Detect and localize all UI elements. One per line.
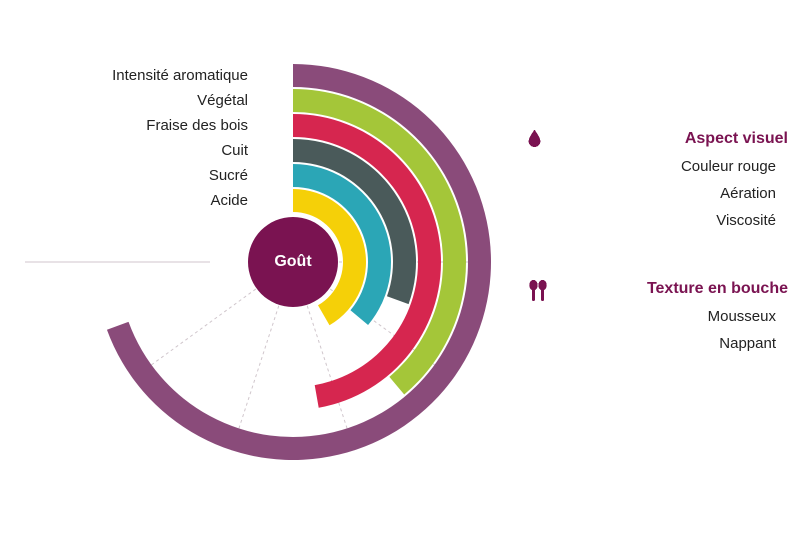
aspect-rows-row-0: Couleur rouge [528, 158, 788, 175]
texture-title: Texture en bouche [528, 280, 788, 298]
texture-rows-row-1: Nappant [528, 335, 788, 352]
aspect-title: Aspect visuel [528, 130, 788, 148]
arc-label-4: Sucré [209, 167, 248, 184]
texture-rows: Mousseux Nappant [528, 308, 788, 352]
rating-label: Nappant [719, 335, 776, 352]
rating-label: Viscosité [716, 212, 776, 229]
aspect-rows: Couleur rouge Aération Viscosité [528, 158, 788, 229]
texture-rows-row-0: Mousseux [528, 308, 788, 325]
rating-label: Aération [720, 185, 776, 202]
arc-label-2: Fraise des bois [146, 117, 248, 134]
rating-label: Mousseux [708, 308, 776, 325]
aspect-panel: Aspect visuel Couleur rouge Aération Visco… [528, 130, 788, 239]
center-label: Goût [274, 253, 311, 271]
aspect-rows-row-2: Viscosité [528, 212, 788, 229]
arc-label-0: Intensité aromatique [112, 67, 248, 84]
arc-label-3: Cuit [221, 142, 248, 159]
texture-panel: Texture en bouche Mousseux Nappant [528, 280, 788, 362]
aspect-rows-row-1: Aération [528, 185, 788, 202]
arc-label-5: Acide [210, 192, 248, 209]
rating-label: Couleur rouge [681, 158, 776, 175]
arc-label-1: Végétal [197, 92, 248, 109]
stage: Intensité aromatique Végétal Fraise des bo… [0, 0, 800, 544]
